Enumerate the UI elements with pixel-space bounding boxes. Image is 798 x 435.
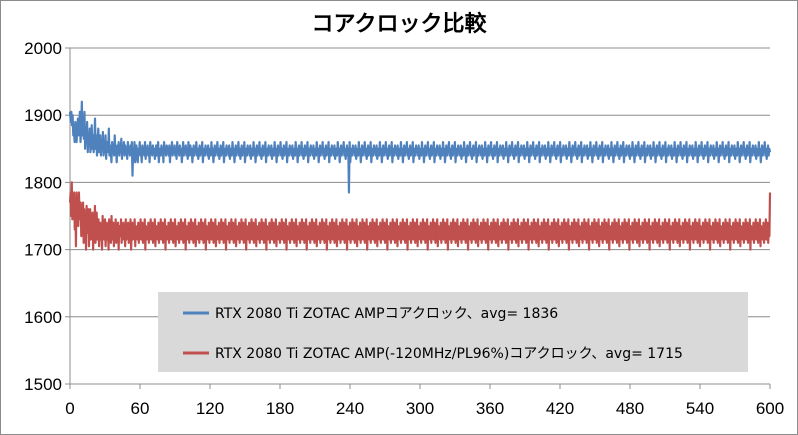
chart-title: コアクロック比較	[311, 12, 487, 37]
x-tick-label: 420	[546, 399, 574, 418]
y-tick-labels: 1500 1600 1700 1800 1900 2000	[24, 39, 62, 394]
y-tick-label: 1600	[24, 308, 62, 327]
series-lines	[68, 100, 772, 251]
x-tick-label: 240	[336, 399, 364, 418]
y-tick-label: 2000	[24, 39, 62, 58]
x-tick-label: 360	[476, 399, 504, 418]
x-tick-label: 0	[65, 399, 74, 418]
series-line-1	[68, 181, 772, 251]
x-tick-label: 120	[196, 399, 224, 418]
x-tick-label: 180	[266, 399, 294, 418]
legend-label-series-0: RTX 2080 Ti ZOTAC AMPコアクロック、avg= 1836	[215, 306, 558, 322]
x-tick-labels: 0 60 120 180 240 300 360 420 480 540 600	[65, 399, 784, 418]
x-tick-label: 300	[406, 399, 434, 418]
legend: RTX 2080 Ti ZOTAC AMPコアクロック、avg= 1836 RT…	[158, 292, 748, 372]
legend-label-series-1: RTX 2080 Ti ZOTAC AMP(-120MHz/PL96%)コアクロ…	[215, 346, 683, 362]
legend-box	[158, 292, 748, 372]
series-line-0	[68, 100, 772, 194]
y-tick-label: 1900	[24, 106, 62, 125]
x-tick-label: 600	[756, 399, 784, 418]
x-tick-label: 60	[131, 399, 150, 418]
x-tick-label: 480	[616, 399, 644, 418]
y-tick-label: 1500	[24, 375, 62, 394]
x-tick-label: 540	[686, 399, 714, 418]
axes	[65, 47, 771, 389]
y-tick-label: 1800	[24, 173, 62, 192]
y-tick-label: 1700	[24, 241, 62, 260]
